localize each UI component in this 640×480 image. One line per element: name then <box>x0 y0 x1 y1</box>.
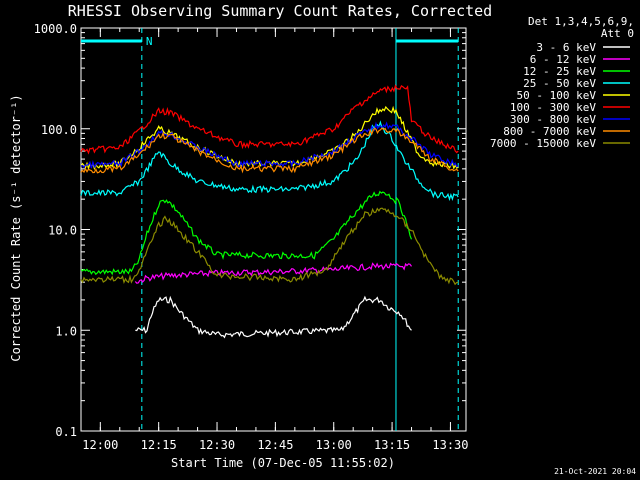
series-line-4 <box>80 105 459 171</box>
y-axis-label: Corrected Count Rate (s⁻¹ detector⁻¹) <box>9 94 23 361</box>
series-line-8 <box>80 207 459 286</box>
night-marker-label: N <box>146 35 153 48</box>
legend-label-4: 50 - 100 keV <box>517 89 597 102</box>
legend-label-1: 6 - 12 keV <box>530 53 597 66</box>
legend-label-5: 100 - 300 keV <box>510 101 596 114</box>
x-axis-label: Start Time (07-Dec-05 11:55:02) <box>171 456 395 470</box>
series-line-5 <box>80 84 459 155</box>
timestamp: 21-Oct-2021 20:04 <box>554 467 636 476</box>
y-tick-label: 1.0 <box>55 324 77 338</box>
series-line-7 <box>80 127 459 174</box>
series-line-0 <box>135 295 412 339</box>
x-tick-label: 12:15 <box>141 438 177 452</box>
legend-label-0: 3 - 6 keV <box>536 41 596 54</box>
legend-label-2: 12 - 25 keV <box>523 65 596 78</box>
legend-label-6: 300 - 800 keV <box>510 113 596 126</box>
x-tick-label: 12:00 <box>82 438 118 452</box>
legend-label-7: 800 - 7000 keV <box>503 125 596 138</box>
y-tick-label: 1000.0 <box>34 22 77 36</box>
plot-area: 0.1 1.0 10.0 100.0 1000.0 12:00 12:15 12:30 12:4… <box>34 22 469 452</box>
legend-label-3: 25 - 50 keV <box>523 77 596 90</box>
chart-title: RHESSI Observing Summary Count Rates, Co… <box>68 2 492 20</box>
series-line-2 <box>80 190 413 276</box>
legend-header-line-1: Det 1,3,4,5,6,9, <box>528 15 634 28</box>
x-tick-label: 12:45 <box>257 438 293 452</box>
x-tick-label: 13:30 <box>432 438 468 452</box>
x-tick-label: 13:00 <box>316 438 352 452</box>
series-line-1 <box>134 262 412 284</box>
x-tick-label: 13:15 <box>374 438 410 452</box>
series-line-3 <box>80 120 459 202</box>
series-line-6 <box>80 121 459 169</box>
y-tick-label: 0.1 <box>55 425 77 439</box>
y-tick-label: 10.0 <box>48 224 77 238</box>
legend-label-8: 7000 - 15000 keV <box>490 137 596 150</box>
x-tick-label: 12:30 <box>199 438 235 452</box>
y-tick-label: 100.0 <box>41 123 77 137</box>
legend-header-line-2: Att 0 <box>601 27 634 40</box>
